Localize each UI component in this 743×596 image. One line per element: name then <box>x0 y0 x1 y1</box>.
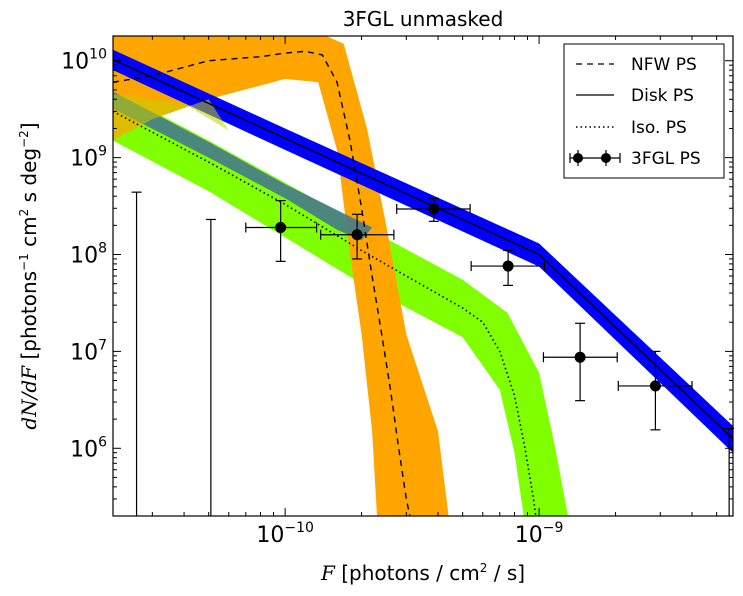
data-marker <box>649 380 661 392</box>
legend-entry-3fgl: 3FGL PS <box>569 149 701 169</box>
x-tick-label: 10−10 <box>256 520 314 548</box>
axes: 106 107 108 109 1010 10−10 10−9 <box>61 35 734 548</box>
series-line-iso-ps <box>113 110 537 516</box>
data-marker <box>428 203 440 215</box>
data-point-3fgl-5 <box>617 350 693 431</box>
legend-entry-iso: Iso. PS <box>576 118 687 138</box>
data-points-3fgl <box>131 191 735 516</box>
legend-label-disk: Disk PS <box>631 86 694 106</box>
upper-limit-3fgl-1 <box>205 218 216 516</box>
band-disk-ps <box>113 49 733 453</box>
y-tick-label: 107 <box>70 337 107 365</box>
data-point-3fgl-2 <box>396 197 471 222</box>
x-axis-label: F [photons / cm2 / s] <box>320 561 525 585</box>
legend-label-iso: Iso. PS <box>631 118 687 138</box>
plot-area <box>113 36 733 516</box>
y-axis-label: dN/dF [photons−1 cm2 s deg−2] <box>17 122 41 429</box>
band-iso-ps <box>113 89 568 516</box>
legend: NFW PS Disk PS Iso. PS 3FGL PS <box>563 43 725 179</box>
data-point-3fgl-1 <box>320 213 395 260</box>
data-marker <box>351 229 363 241</box>
x-tick-label: 10−9 <box>515 520 564 548</box>
band-nfw-ps <box>113 36 449 516</box>
data-marker <box>502 260 514 272</box>
data-point-3fgl-3 <box>470 249 546 286</box>
data-marker <box>574 351 586 363</box>
legend-swatch-marker <box>573 153 583 163</box>
data-marker <box>275 221 287 233</box>
line-layer <box>113 50 733 516</box>
band-layer <box>113 36 733 516</box>
legend-entry-disk: Disk PS <box>576 86 694 106</box>
y-tick-label: 108 <box>70 241 107 269</box>
legend-entry-nfw: NFW PS <box>576 55 697 75</box>
y-tick-label: 106 <box>70 434 107 462</box>
series-line-disk-ps <box>113 58 733 440</box>
upper-limit-3fgl-0 <box>131 191 142 516</box>
band-overlap-iso-nfw <box>113 94 229 141</box>
y-tick-label: 109 <box>70 144 107 172</box>
legend-label-nfw: NFW PS <box>631 55 697 75</box>
data-point-3fgl-0 <box>245 200 318 262</box>
legend-swatch-marker <box>601 153 611 163</box>
band-overlap-disk-iso <box>113 91 373 241</box>
y-tick-label: 1010 <box>61 47 107 75</box>
series-line-nfw-ps <box>113 50 411 516</box>
data-point-3fgl-4 <box>542 322 618 402</box>
chart-title: 3FGL unmasked <box>343 7 504 31</box>
legend-label-3fgl: 3FGL PS <box>631 149 701 169</box>
legend-box <box>563 43 725 179</box>
